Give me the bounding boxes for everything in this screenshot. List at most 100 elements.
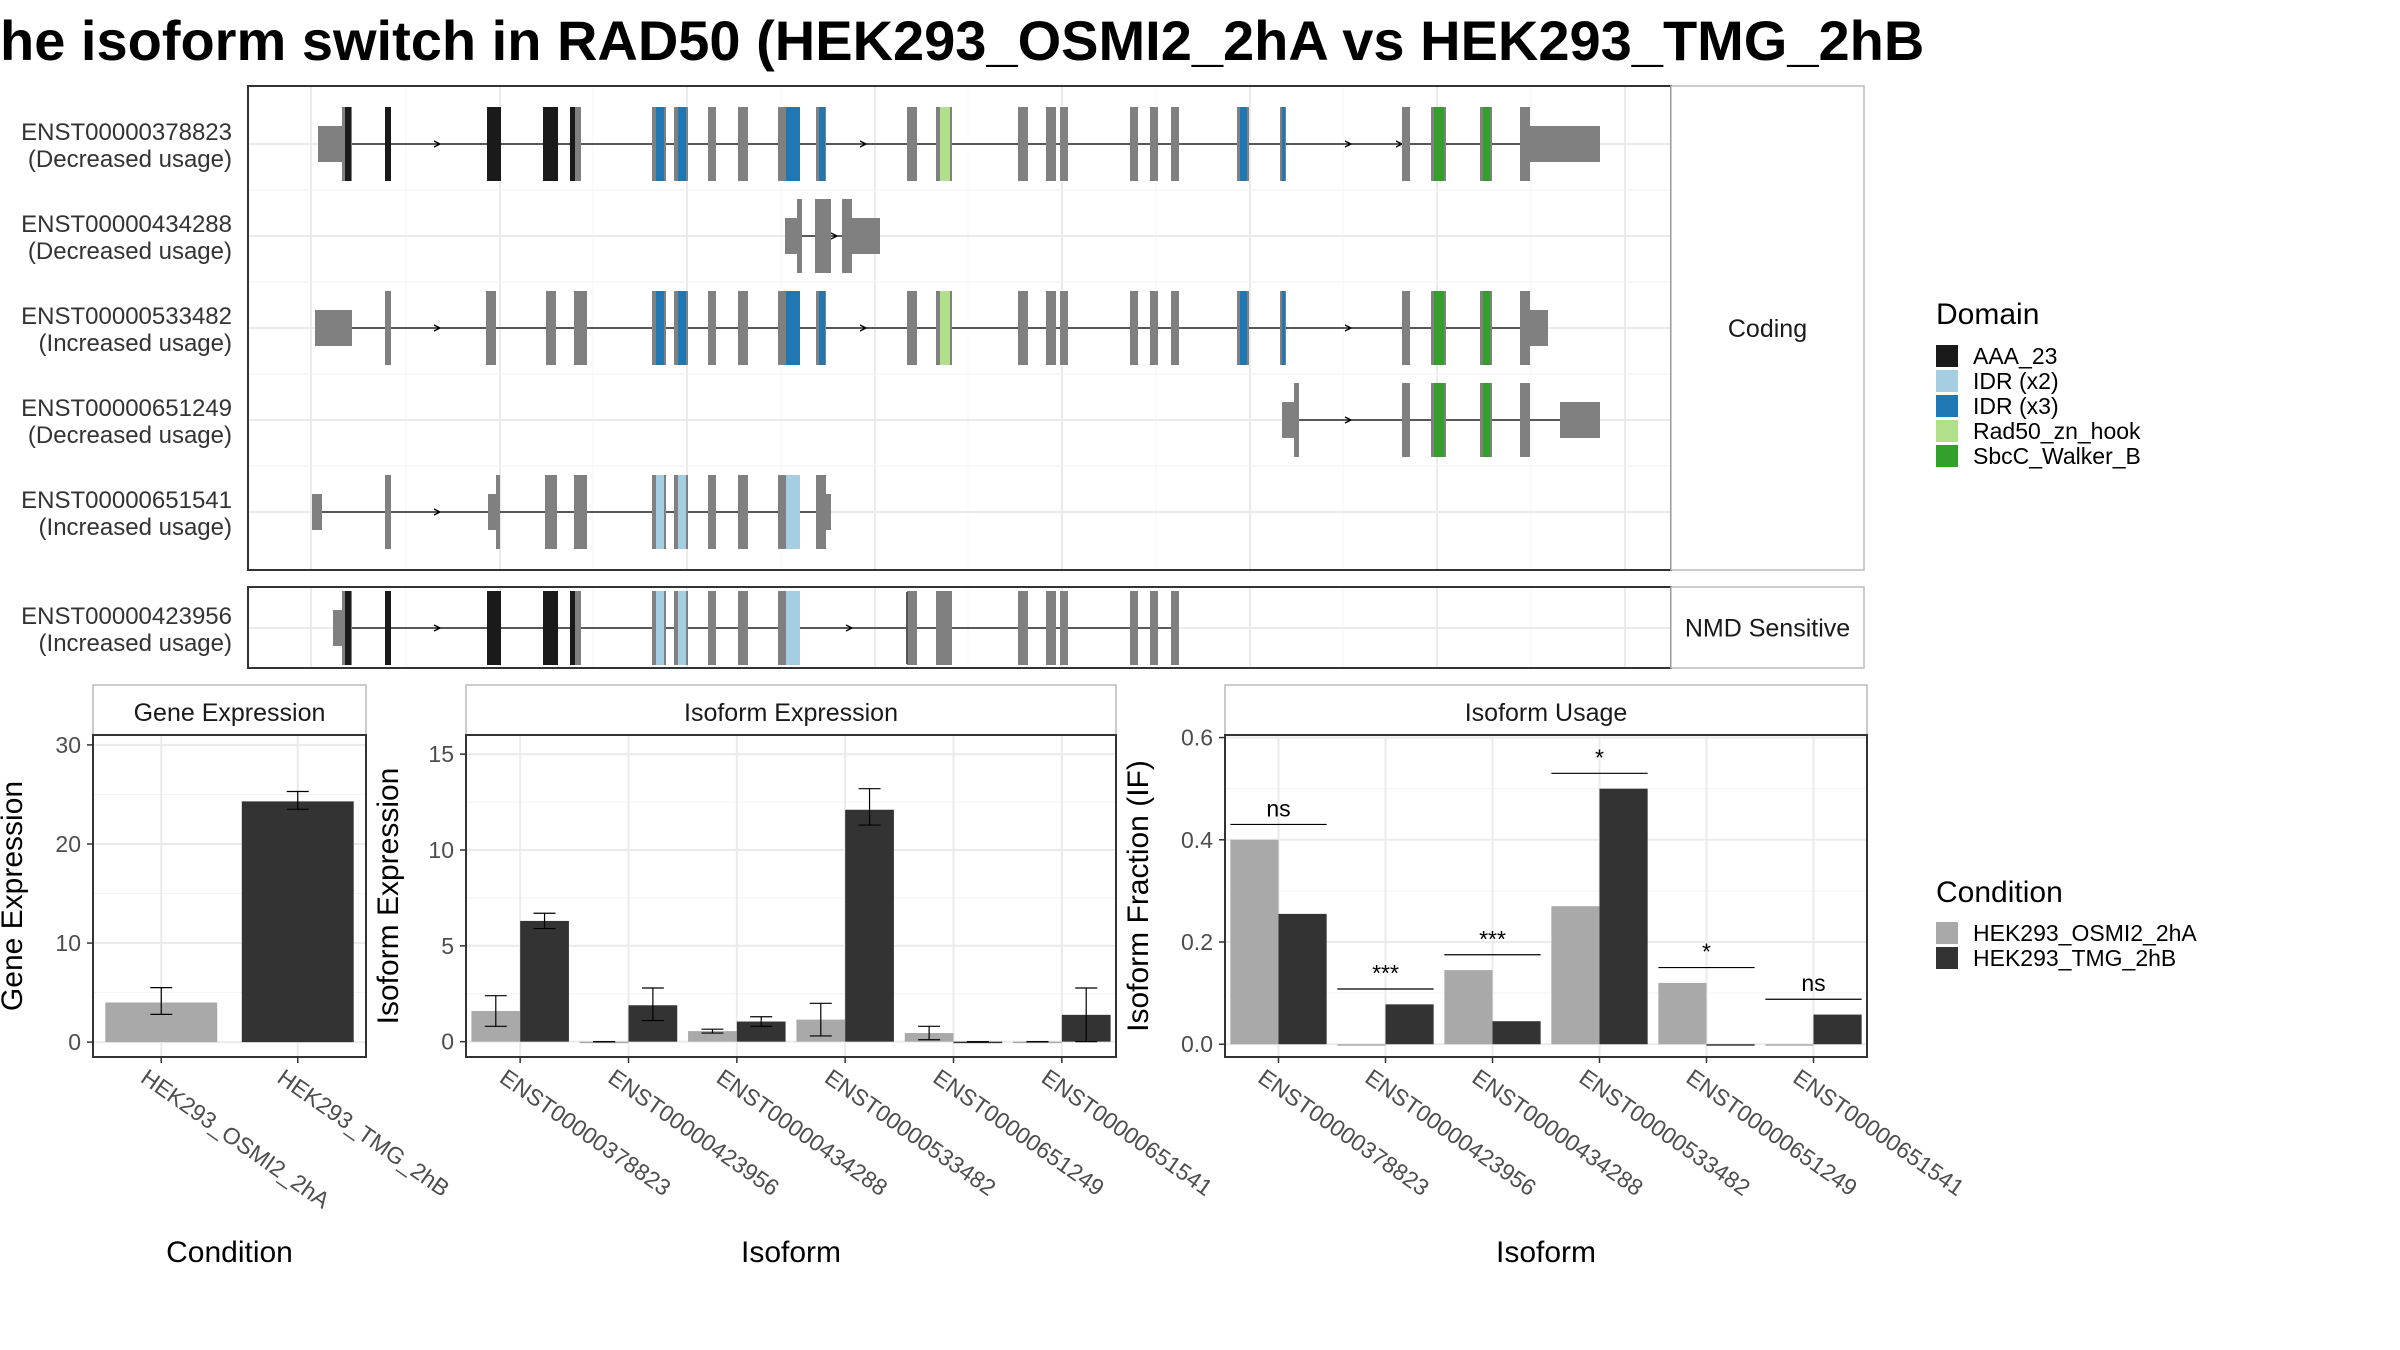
domain-exon: [1434, 107, 1444, 181]
domain-exon: [385, 107, 391, 181]
transcript-model: [1282, 383, 1600, 457]
coding-exon: [738, 475, 748, 549]
coding-exon: [936, 591, 952, 665]
condition-legend-label: HEK293_TMG_2hB: [1973, 945, 2176, 971]
x-axis-title: Isoform: [741, 1236, 841, 1269]
strand-arrow: [433, 140, 442, 148]
coding-exon: [797, 199, 802, 273]
y-tick-label: 20: [55, 831, 81, 857]
coding-exon: [574, 475, 587, 549]
coding-exon: [708, 291, 716, 365]
domain-exon: [1483, 383, 1490, 457]
domain-exon: [385, 591, 391, 665]
domain-exon: [819, 107, 825, 181]
coding-exon: [1046, 591, 1056, 665]
transcript-usage-label: (Increased usage): [39, 514, 232, 541]
domain-exon: [487, 107, 501, 181]
bar: [1492, 1021, 1541, 1045]
transcript-usage-label: (Increased usage): [39, 330, 232, 357]
facet-strip: [1670, 85, 1865, 571]
transcript-id-label: ENST00000533482: [21, 303, 232, 330]
y-tick-label: 0: [68, 1029, 81, 1055]
bar: [1551, 906, 1600, 1045]
domain-exon: [1282, 291, 1285, 365]
bar: [1706, 1044, 1755, 1046]
domain-exon: [656, 475, 664, 549]
coding-exon: [553, 291, 556, 365]
panel-strip-title: Gene Expression: [134, 699, 326, 727]
strand-arrow: [859, 140, 868, 148]
transcript-usage-label: (Decreased usage): [28, 238, 232, 265]
bar: [1278, 913, 1327, 1045]
domain-exon: [1282, 107, 1285, 181]
x-axis-title: Condition: [166, 1236, 293, 1269]
coding-exon: [1018, 107, 1028, 181]
y-tick-label: 30: [55, 732, 81, 758]
bar: [1813, 1014, 1862, 1045]
coding-exon: [1060, 591, 1068, 665]
strand-arrow: [1344, 140, 1353, 148]
facet-strip: [1670, 586, 1865, 669]
transcript-structure-panel: ENST00000378823(Decreased usage)ENST0000…: [21, 85, 1865, 669]
coding-exon: [815, 199, 831, 273]
bar: [520, 920, 569, 1042]
domain-legend-label: IDR (x2): [1973, 368, 2059, 394]
coding-exon: [1171, 591, 1179, 665]
y-axis-title: Isoform Fraction (IF): [1122, 760, 1155, 1032]
strand-arrow: [433, 324, 442, 332]
strand-arrow: [433, 508, 442, 516]
domain-legend-key: [1936, 370, 1958, 392]
domain-exon: [940, 291, 950, 365]
coding-exon: [1018, 591, 1028, 665]
coding-exon: [1130, 107, 1138, 181]
transcript-id-label: ENST00000423956: [21, 603, 232, 630]
expression-panels: Gene Expression0102030HEK293_OSMI2_2hAHE…: [0, 684, 1969, 1269]
significance-label: ***: [1372, 960, 1399, 986]
panel-strip-title: Isoform Usage: [1465, 699, 1628, 727]
panel-strip-title: Isoform Expression: [684, 699, 898, 727]
coding-exon: [1520, 107, 1530, 181]
coding-exon: [1150, 591, 1158, 665]
domain-legend-title: Domain: [1936, 298, 2039, 331]
coding-exon: [907, 591, 917, 665]
condition-legend-title: Condition: [1936, 876, 2063, 909]
coding-exon: [1520, 291, 1530, 365]
coding-exon: [738, 591, 748, 665]
utr-exon: [312, 494, 322, 530]
x-tick-label: ENST00000651249: [1682, 1064, 1862, 1201]
domain-exon: [543, 591, 558, 665]
coding-exon: [842, 199, 852, 273]
coding-exon: [496, 475, 500, 549]
coding-exon: [708, 591, 716, 665]
panel-bg: [466, 735, 1116, 1057]
coding-exon: [1294, 383, 1299, 457]
y-tick-label: 0.2: [1181, 929, 1213, 955]
utr-exon: [318, 126, 342, 162]
y-tick-label: 15: [428, 741, 454, 767]
condition-legend-key: [1936, 947, 1958, 969]
domain-legend-key: [1936, 420, 1958, 442]
coding-exon: [385, 475, 391, 549]
bar: [1658, 982, 1707, 1045]
domain-exon: [940, 107, 950, 181]
significance-label: ***: [1479, 926, 1506, 952]
domain-exon: [1240, 107, 1247, 181]
y-tick-label: 0.4: [1181, 827, 1213, 853]
domain-legend-label: SbcC_Walker_B: [1973, 443, 2141, 469]
strand-arrow: [845, 624, 854, 632]
utr-exon: [826, 494, 831, 530]
utr-exon: [1282, 402, 1296, 438]
domain-legend-key: [1936, 395, 1958, 417]
utr-exon: [1530, 310, 1548, 346]
bar: [579, 1041, 629, 1044]
domain-exon: [345, 591, 351, 665]
x-tick-label: ENST00000651541: [1789, 1064, 1969, 1201]
domain-exon: [1240, 291, 1247, 365]
coding-exon: [1130, 591, 1138, 665]
utr-exon: [785, 218, 797, 254]
coding-exon: [575, 107, 581, 181]
condition-legend-label: HEK293_OSMI2_2hA: [1973, 920, 2197, 946]
coding-exon: [1018, 291, 1028, 365]
y-tick-label: 0.0: [1181, 1031, 1213, 1057]
